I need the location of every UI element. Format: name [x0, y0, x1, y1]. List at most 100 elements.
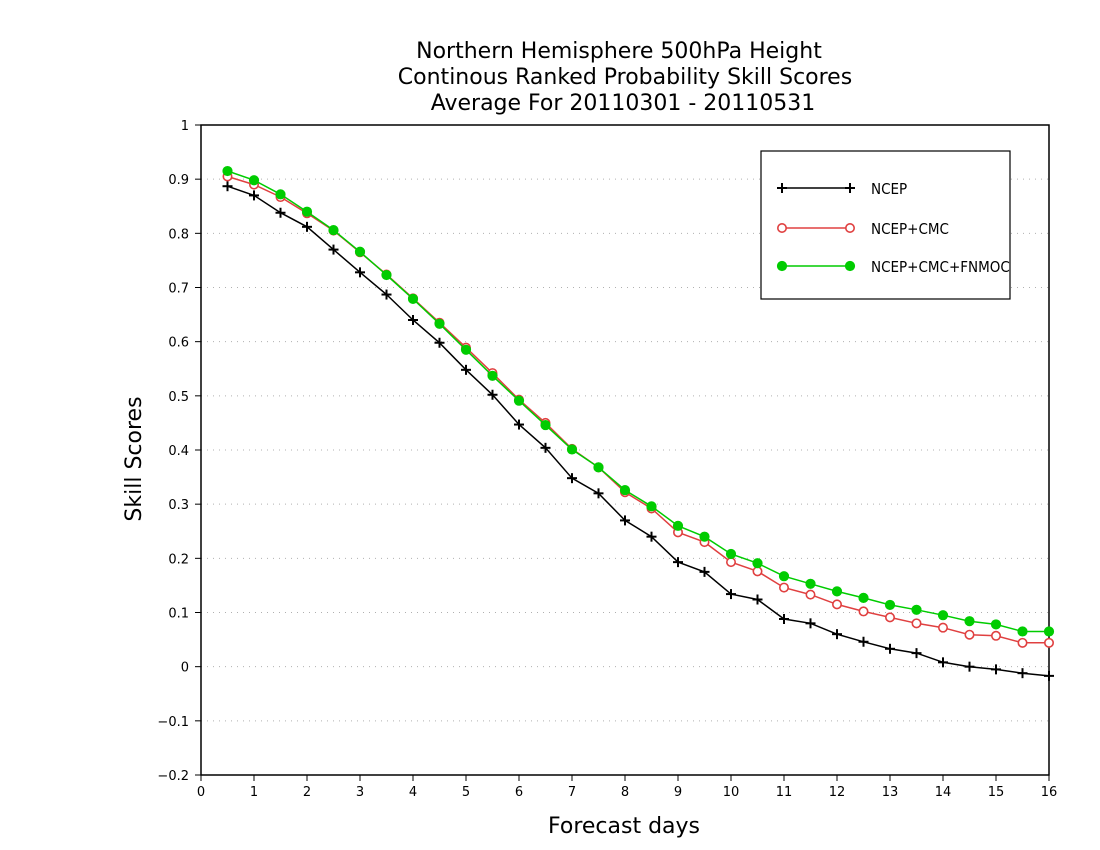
legend-marker-end: [845, 183, 855, 193]
data-point: [990, 630, 1001, 641]
data-point: [699, 566, 710, 577]
x-axis-label: Forecast days: [548, 814, 700, 839]
data-point: [222, 181, 233, 192]
data-point: [831, 599, 842, 610]
y-tick-label: 0.8: [168, 227, 189, 242]
data-point: [381, 289, 392, 300]
y-tick-label: −0.1: [157, 715, 189, 730]
data-point: [222, 165, 233, 177]
data-point: [725, 557, 736, 568]
data-point: [355, 267, 365, 278]
data-point: [725, 548, 737, 560]
y-tick-label: 0.2: [168, 552, 189, 567]
data-point: [805, 618, 816, 629]
y-tick-label: 0: [181, 661, 189, 676]
data-point: [461, 364, 471, 375]
data-point: [540, 419, 551, 431]
y-tick-label: 0.9: [168, 173, 189, 188]
chart-title: Northern Hemisphere 500hPa Height Contin…: [398, 39, 852, 116]
data-point: [884, 612, 895, 623]
y-tick-labels: −0.2 −0.1 0 0.1 0.2 0.3 0.4 0.5 0.6 0.7 0.8 0.9 1: [157, 119, 189, 784]
data-point: [752, 594, 763, 605]
legend-label: NCEP: [871, 180, 907, 198]
x-tick-label: 15: [988, 785, 1005, 800]
data-point: [408, 315, 418, 325]
data-point: [460, 344, 472, 355]
data-point: [884, 599, 896, 611]
legend-item: NCEP+CMC+FNMOC: [776, 258, 1010, 276]
data-point: [911, 648, 922, 659]
x-tick-label: 10: [723, 785, 740, 800]
title-line-3: Average For 20110301 - 20110531: [431, 91, 816, 116]
legend-marker-start: [776, 260, 788, 272]
legend-label: NCEP+CMC: [871, 220, 949, 238]
legend-marker-end: [844, 223, 855, 234]
legend: NCEP NCEP+CMC NCEP+CMC+FNMOC: [760, 150, 1011, 300]
data-point: [672, 520, 684, 531]
data-point: [302, 221, 312, 232]
data-point: [805, 589, 816, 600]
data-point: [726, 589, 736, 600]
x-tick-label: 16: [1041, 785, 1058, 800]
data-point: [381, 269, 392, 281]
legend-item: NCEP+CMC: [776, 220, 949, 238]
data-point: [1017, 626, 1028, 637]
data-point: [301, 206, 313, 217]
data-point: [990, 619, 1002, 630]
data-point: [805, 578, 816, 589]
data-point: [1017, 668, 1028, 679]
data-point: [514, 419, 524, 430]
data-point: [275, 189, 286, 200]
x-tick-label: 14: [935, 785, 952, 800]
data-point: [937, 610, 949, 621]
data-point: [832, 629, 842, 640]
y-tick-label: 1: [181, 119, 189, 134]
y-tick-label: 0.6: [168, 336, 189, 351]
data-point: [699, 531, 710, 542]
series-layer: [222, 165, 1055, 681]
legend-marker-end: [844, 260, 856, 272]
x-tick-label: 5: [462, 785, 470, 800]
data-point: [513, 395, 525, 406]
x-tick-label: 2: [303, 785, 311, 800]
x-tick-label: 13: [882, 785, 899, 800]
data-point: [779, 614, 789, 624]
data-point: [752, 566, 763, 577]
data-point: [487, 389, 498, 400]
x-tick-label: 3: [356, 785, 364, 800]
legend-item: NCEP: [777, 180, 907, 198]
data-point: [248, 175, 260, 186]
data-point: [434, 318, 445, 329]
x-tick-label: 9: [674, 785, 682, 800]
data-point: [964, 616, 975, 627]
data-point: [567, 473, 577, 484]
x-tick-label: 6: [515, 785, 523, 800]
series-ncep: [222, 181, 1054, 681]
data-point: [911, 604, 922, 615]
data-point: [1044, 670, 1054, 681]
data-point: [646, 501, 657, 512]
data-point: [1017, 637, 1028, 648]
axis-ticks: [195, 124, 1050, 781]
data-point: [964, 629, 975, 640]
y-tick-label: 0.7: [168, 282, 189, 297]
legend-marker-start: [776, 223, 787, 234]
x-tick-label: 0: [197, 785, 205, 800]
x-tick-label: 4: [409, 785, 417, 800]
data-point: [619, 484, 631, 496]
data-point: [593, 462, 604, 473]
data-point: [858, 636, 869, 647]
data-point: [673, 557, 683, 568]
data-point: [752, 558, 763, 569]
data-point: [434, 337, 445, 348]
series-ncep-cmc-fnmoc: [222, 165, 1055, 637]
data-point: [991, 664, 1001, 675]
y-tick-label: 0.3: [168, 498, 189, 513]
x-tick-label: 7: [568, 785, 576, 800]
data-point: [778, 571, 790, 582]
data-point: [620, 515, 630, 526]
data-point: [858, 592, 869, 603]
data-point: [566, 444, 578, 455]
y-tick-label: 0.5: [168, 390, 189, 405]
data-point: [937, 622, 948, 633]
